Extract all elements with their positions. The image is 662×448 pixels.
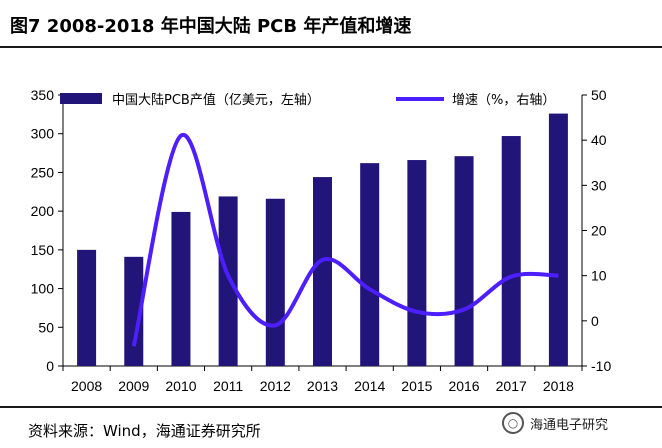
left-tick-label: 250 bbox=[31, 164, 55, 180]
x-tick-label: 2010 bbox=[165, 378, 196, 394]
x-tick-label: 2014 bbox=[354, 378, 385, 394]
bar bbox=[501, 136, 521, 366]
legend: 中国大陆PCB产值（亿美元，左轴） 增速（%，右轴） bbox=[60, 92, 555, 108]
chart: 0 50 100 150 200 250 300 350 -10 0 10 20 30 40 50 2008 2… bbox=[31, 87, 612, 394]
legend-line-label: 增速（%，右轴） bbox=[452, 93, 555, 108]
bar bbox=[454, 156, 474, 366]
legend-bar-swatch bbox=[60, 93, 102, 104]
footer-rule bbox=[0, 406, 662, 408]
x-tick-label: 2013 bbox=[307, 378, 338, 394]
bar bbox=[360, 163, 380, 366]
left-tick-label: 300 bbox=[31, 126, 55, 142]
bar bbox=[124, 256, 144, 366]
bar bbox=[548, 113, 568, 366]
watermark: ○ 海通电子研究 bbox=[502, 412, 608, 434]
left-tick-label: 100 bbox=[31, 281, 55, 297]
right-tick-label: -10 bbox=[591, 358, 611, 374]
bar bbox=[313, 177, 332, 366]
right-tick-label: 10 bbox=[591, 268, 607, 284]
bar bbox=[265, 198, 285, 366]
bar bbox=[171, 211, 191, 366]
x-tick-label: 2017 bbox=[496, 378, 527, 394]
line-series bbox=[131, 133, 559, 347]
legend-bar-label: 中国大陆PCB产值（亿美元，左轴） bbox=[112, 92, 320, 108]
right-tick-label: 20 bbox=[591, 223, 607, 239]
x-tick-label: 2015 bbox=[401, 378, 432, 394]
left-tick-label: 0 bbox=[46, 358, 54, 374]
right-tick-label: 0 bbox=[591, 313, 599, 329]
right-tick-label: 40 bbox=[591, 132, 607, 148]
x-tick-label: 2018 bbox=[543, 378, 574, 394]
left-tick-label: 200 bbox=[31, 203, 55, 219]
left-tick-label: 150 bbox=[31, 242, 55, 258]
left-tick-label: 50 bbox=[38, 319, 54, 335]
x-tick-label: 2008 bbox=[71, 378, 102, 394]
source-note: 资料来源：Wind，海通证券研究所 bbox=[28, 422, 261, 440]
right-tick-label: 30 bbox=[591, 177, 607, 193]
x-tick-label: 2009 bbox=[118, 378, 149, 394]
right-tick-label: 50 bbox=[591, 87, 607, 103]
left-tick-label: 350 bbox=[31, 87, 55, 103]
tick-labels: 0 50 100 150 200 250 300 350 -10 0 10 20 30 40 50 2008 2… bbox=[31, 87, 612, 394]
x-tick-label: 2012 bbox=[260, 378, 291, 394]
x-tick-label: 2011 bbox=[213, 378, 243, 394]
watermark-text: 海通电子研究 bbox=[530, 417, 609, 433]
bar-series bbox=[77, 113, 568, 366]
growth-line bbox=[131, 133, 559, 347]
page-title: 图7 2008-2018 年中国大陆 PCB 年产值和增速 bbox=[10, 16, 412, 37]
title-rule bbox=[0, 46, 662, 48]
bar bbox=[77, 249, 97, 366]
x-tick-label: 2016 bbox=[448, 378, 479, 394]
bar bbox=[407, 160, 427, 366]
bar bbox=[218, 196, 238, 366]
wechat-icon: ○ bbox=[502, 412, 524, 434]
